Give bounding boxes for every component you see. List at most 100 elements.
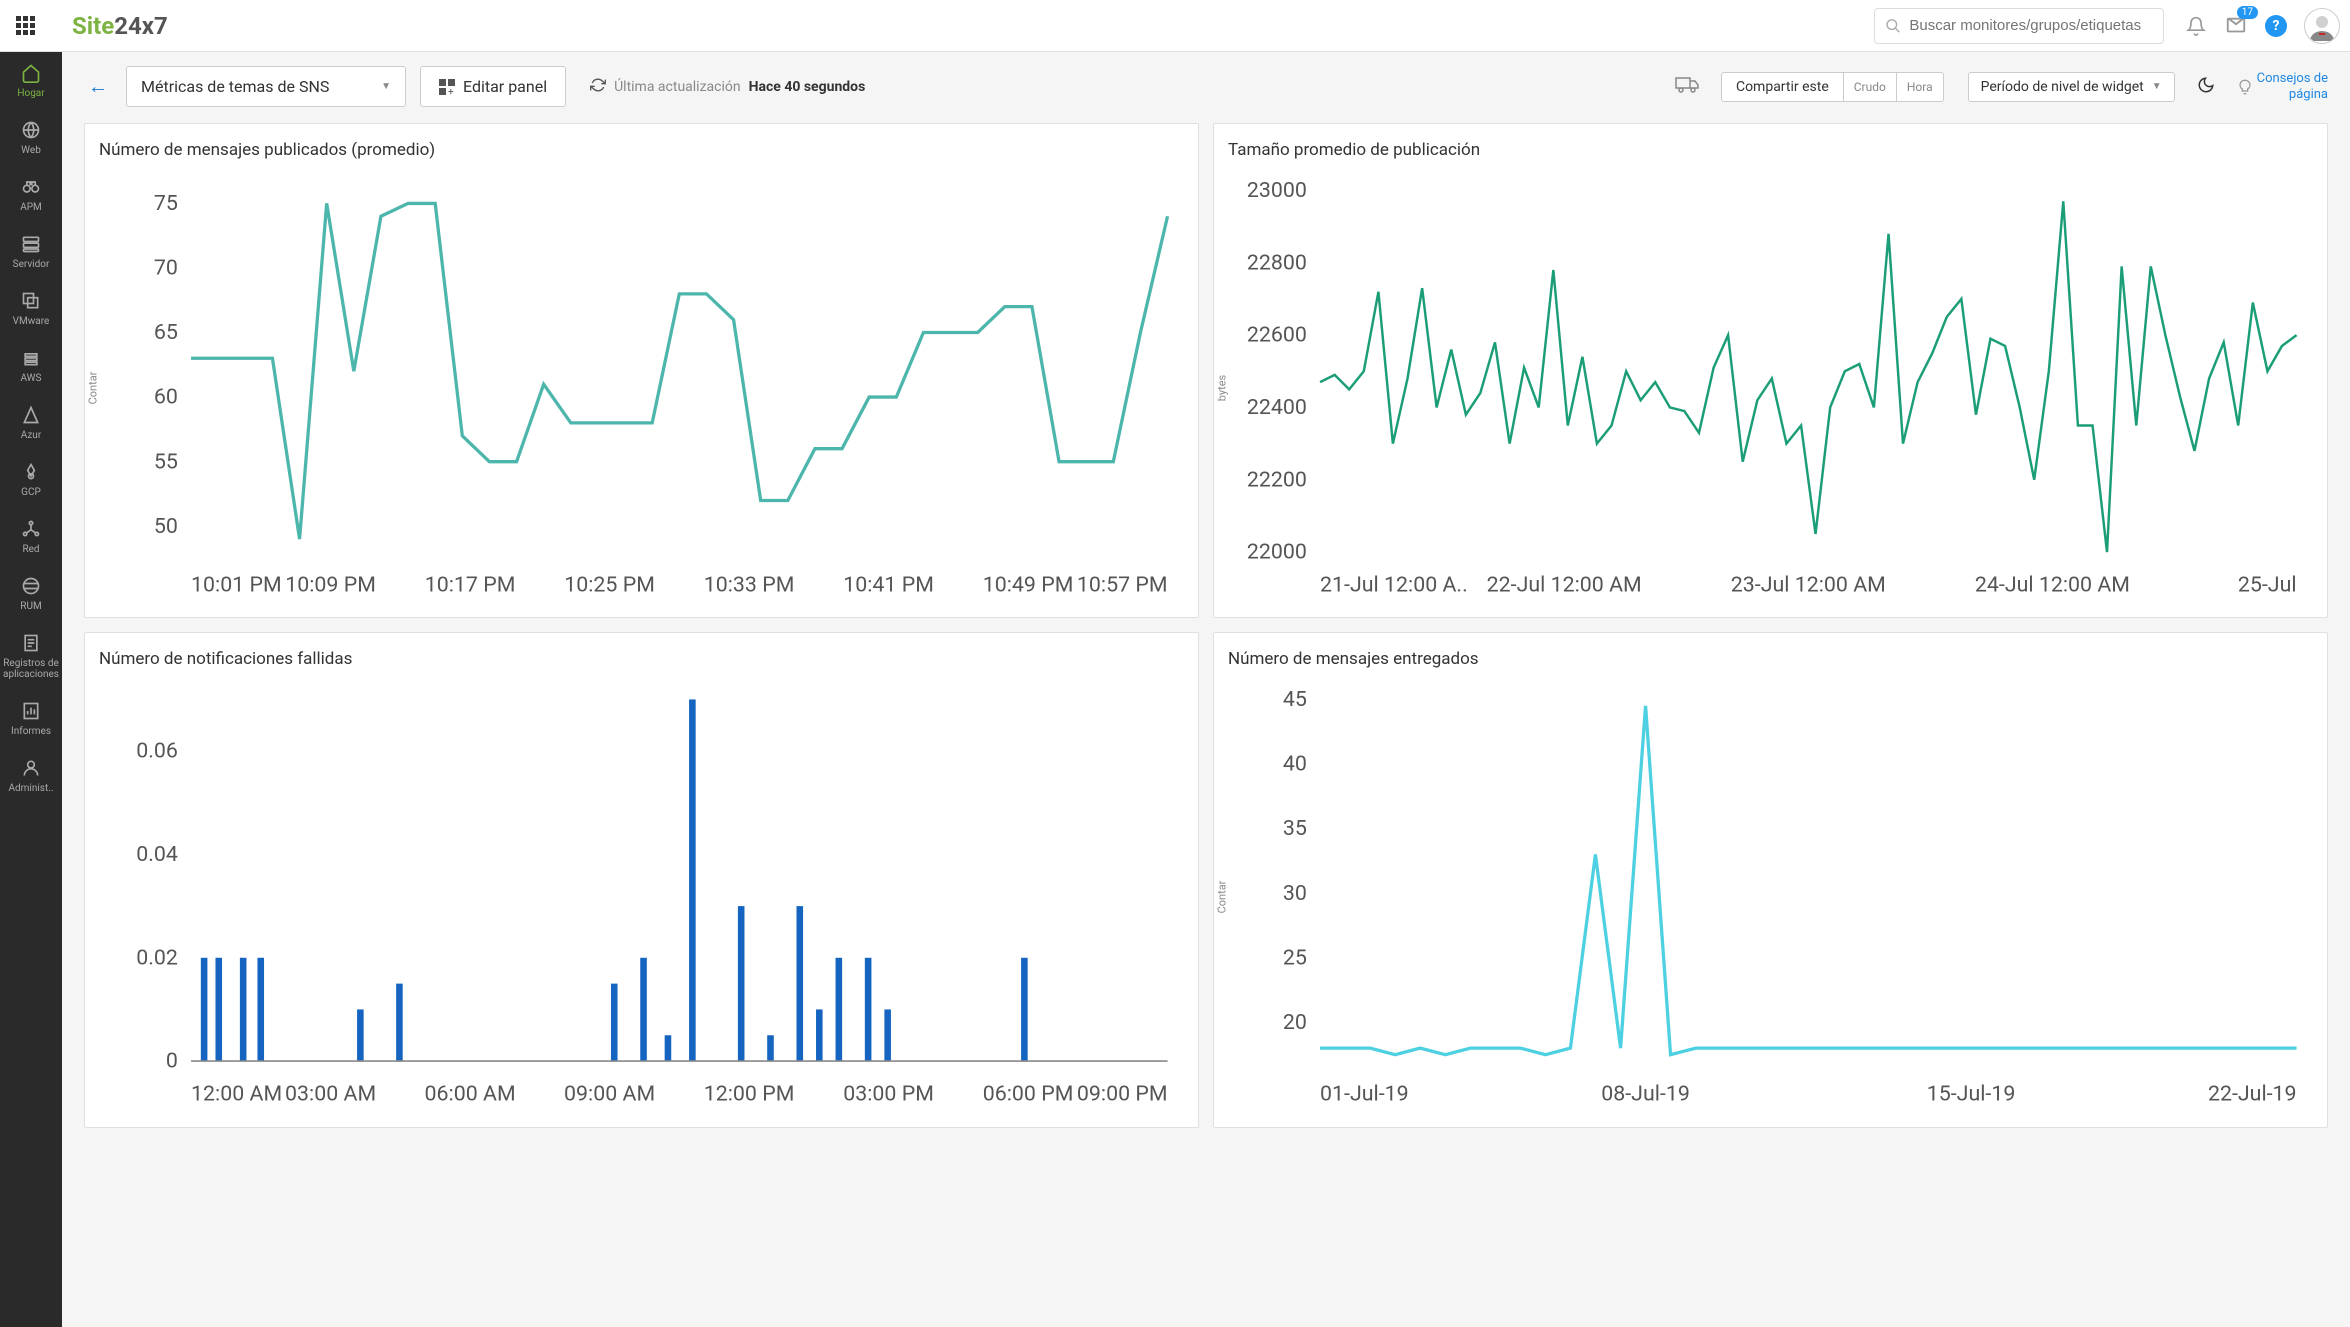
sidebar-item-server[interactable]: Servidor — [0, 223, 62, 280]
globe-icon — [20, 119, 42, 141]
gcp-icon — [20, 461, 42, 483]
sidebar-item-network[interactable]: Red — [0, 508, 62, 565]
dashboard-icon: + — [439, 79, 455, 95]
chevron-down-icon: ▼ — [2152, 81, 2162, 92]
metrics-dropdown[interactable]: Métricas de temas de SNS ▼ — [126, 66, 406, 107]
share-group: Compartir este Crudo Hora — [1721, 72, 1944, 102]
update-label: Última actualización — [614, 79, 741, 95]
edit-panel-button[interactable]: + Editar panel — [420, 66, 566, 107]
svg-text:01-Jul-19: 01-Jul-19 — [1320, 1082, 1409, 1107]
svg-text:65: 65 — [154, 320, 178, 345]
azure-icon — [20, 404, 42, 426]
sidebar-item-azure[interactable]: Azur — [0, 394, 62, 451]
truck-icon[interactable] — [1675, 76, 1699, 98]
chart-svg[interactable]: 00.020.040.0612:00 AM03:00 AM06:00 AM09:… — [99, 683, 1184, 1110]
svg-text:75: 75 — [154, 191, 178, 216]
sidebar-item-label: Administ.. — [8, 783, 53, 794]
inbox-icon[interactable]: 17 — [2218, 8, 2254, 44]
svg-text:22-Jul-19: 22-Jul-19 — [2208, 1082, 2297, 1107]
notification-badge: 17 — [2237, 6, 2258, 19]
svg-text:10:17 PM: 10:17 PM — [425, 573, 516, 598]
refresh-info: Última actualización Hace 40 segundos — [590, 77, 865, 97]
bell-icon[interactable] — [2178, 8, 2214, 44]
logo-part2: 24x7 — [114, 12, 168, 40]
refresh-icon[interactable] — [590, 77, 606, 97]
svg-text:10:33 PM: 10:33 PM — [704, 573, 795, 598]
svg-text:21-Jul 12:00 A..: 21-Jul 12:00 A.. — [1320, 573, 1468, 598]
svg-text:08-Jul-19: 08-Jul-19 — [1601, 1082, 1690, 1107]
svg-text:12:00 PM: 12:00 PM — [704, 1082, 795, 1107]
sidebar-item-gcp[interactable]: GCP — [0, 451, 62, 508]
help-icon[interactable]: ? — [2258, 8, 2294, 44]
dropdown-label: Métricas de temas de SNS — [141, 77, 329, 96]
sidebar-item-label: Informes — [11, 726, 51, 737]
reports-icon — [20, 700, 42, 722]
svg-text:03:00 PM: 03:00 PM — [843, 1082, 934, 1107]
sidebar-item-binoculars[interactable]: APM — [0, 166, 62, 223]
svg-text:10:01 PM: 10:01 PM — [191, 573, 282, 598]
moon-icon[interactable] — [2197, 76, 2215, 98]
svg-text:10:49 PM: 10:49 PM — [983, 573, 1074, 598]
svg-text:03:00 AM: 03:00 AM — [285, 1082, 376, 1107]
time-button[interactable]: Hora — [1897, 72, 1944, 102]
svg-text:06:00 PM: 06:00 PM — [983, 1082, 1074, 1107]
chart-svg[interactable]: 20253035404501-Jul-1908-Jul-1915-Jul-192… — [1228, 683, 2313, 1110]
chart-card: Tamaño promedio de publicación bytes 220… — [1213, 123, 2328, 618]
svg-text:60: 60 — [154, 385, 178, 410]
aws-icon — [20, 347, 42, 369]
svg-text:25: 25 — [1283, 946, 1307, 971]
sidebar-item-world[interactable]: RUM — [0, 565, 62, 622]
chart-svg[interactable]: 22000222002240022600228002300021-Jul 12:… — [1228, 174, 2313, 601]
search-icon — [1885, 17, 1901, 35]
svg-text:23000: 23000 — [1247, 178, 1307, 203]
back-arrow-icon[interactable]: ← — [84, 74, 112, 99]
sidebar-item-label: Hogar — [17, 88, 44, 99]
svg-text:24-Jul 12:00 AM: 24-Jul 12:00 AM — [1975, 573, 2130, 598]
svg-text:10:41 PM: 10:41 PM — [843, 573, 934, 598]
update-time: Hace 40 segundos — [749, 79, 866, 95]
sidebar-item-label: Azur — [21, 430, 41, 441]
svg-text:22600: 22600 — [1247, 323, 1307, 348]
period-dropdown[interactable]: Período de nivel de widget ▼ — [1968, 72, 2175, 102]
edit-panel-label: Editar panel — [463, 77, 547, 96]
sidebar-item-label: APM — [20, 202, 42, 213]
sidebar-item-label: VMware — [13, 316, 50, 327]
admin-icon — [20, 757, 42, 779]
svg-text:10:09 PM: 10:09 PM — [285, 573, 376, 598]
toolbar: ← Métricas de temas de SNS ▼ + Editar pa… — [84, 66, 2328, 107]
svg-text:0.04: 0.04 — [136, 842, 178, 867]
logo[interactable]: Site24x7 — [72, 12, 168, 40]
svg-text:22400: 22400 — [1247, 395, 1307, 420]
sidebar-item-label: Servidor — [13, 259, 50, 270]
svg-text:25-Jul: 25-Jul — [2238, 573, 2297, 598]
svg-text:22200: 22200 — [1247, 467, 1307, 492]
chevron-down-icon: ▼ — [381, 81, 391, 92]
avatar[interactable] — [2304, 8, 2340, 44]
svg-text:+: + — [448, 87, 454, 95]
layers-icon — [20, 290, 42, 312]
sidebar-item-layers[interactable]: VMware — [0, 280, 62, 337]
page-tips-link[interactable]: Consejos depágina — [2237, 71, 2328, 102]
sidebar-item-aws[interactable]: AWS — [0, 337, 62, 394]
raw-button[interactable]: Crudo — [1844, 72, 1897, 102]
search-input[interactable] — [1909, 17, 2153, 34]
svg-text:15-Jul-19: 15-Jul-19 — [1927, 1082, 2016, 1107]
chart-title: Número de notificaciones fallidas — [99, 649, 1184, 669]
home-icon — [20, 62, 42, 84]
sidebar-item-reports[interactable]: Informes — [0, 690, 62, 747]
sidebar-item-globe[interactable]: Web — [0, 109, 62, 166]
sidebar-item-logs[interactable]: Registros de aplicaciones — [0, 622, 62, 690]
chart-svg[interactable]: 50556065707510:01 PM10:09 PM10:17 PM10:2… — [99, 174, 1184, 601]
svg-text:22800: 22800 — [1247, 250, 1307, 275]
svg-text:09:00 AM: 09:00 AM — [564, 1082, 655, 1107]
apps-grid-icon[interactable] — [10, 10, 42, 42]
lightbulb-icon — [2237, 79, 2253, 95]
sidebar-item-admin[interactable]: Administ.. — [0, 747, 62, 804]
search-box[interactable] — [1874, 8, 2164, 44]
main-content: ← Métricas de temas de SNS ▼ + Editar pa… — [62, 52, 2350, 1327]
svg-text:45: 45 — [1283, 687, 1307, 712]
share-button[interactable]: Compartir este — [1721, 72, 1844, 102]
svg-text:20: 20 — [1283, 1010, 1307, 1035]
sidebar-item-label: AWS — [21, 373, 42, 384]
sidebar-item-home[interactable]: Hogar — [0, 52, 62, 109]
